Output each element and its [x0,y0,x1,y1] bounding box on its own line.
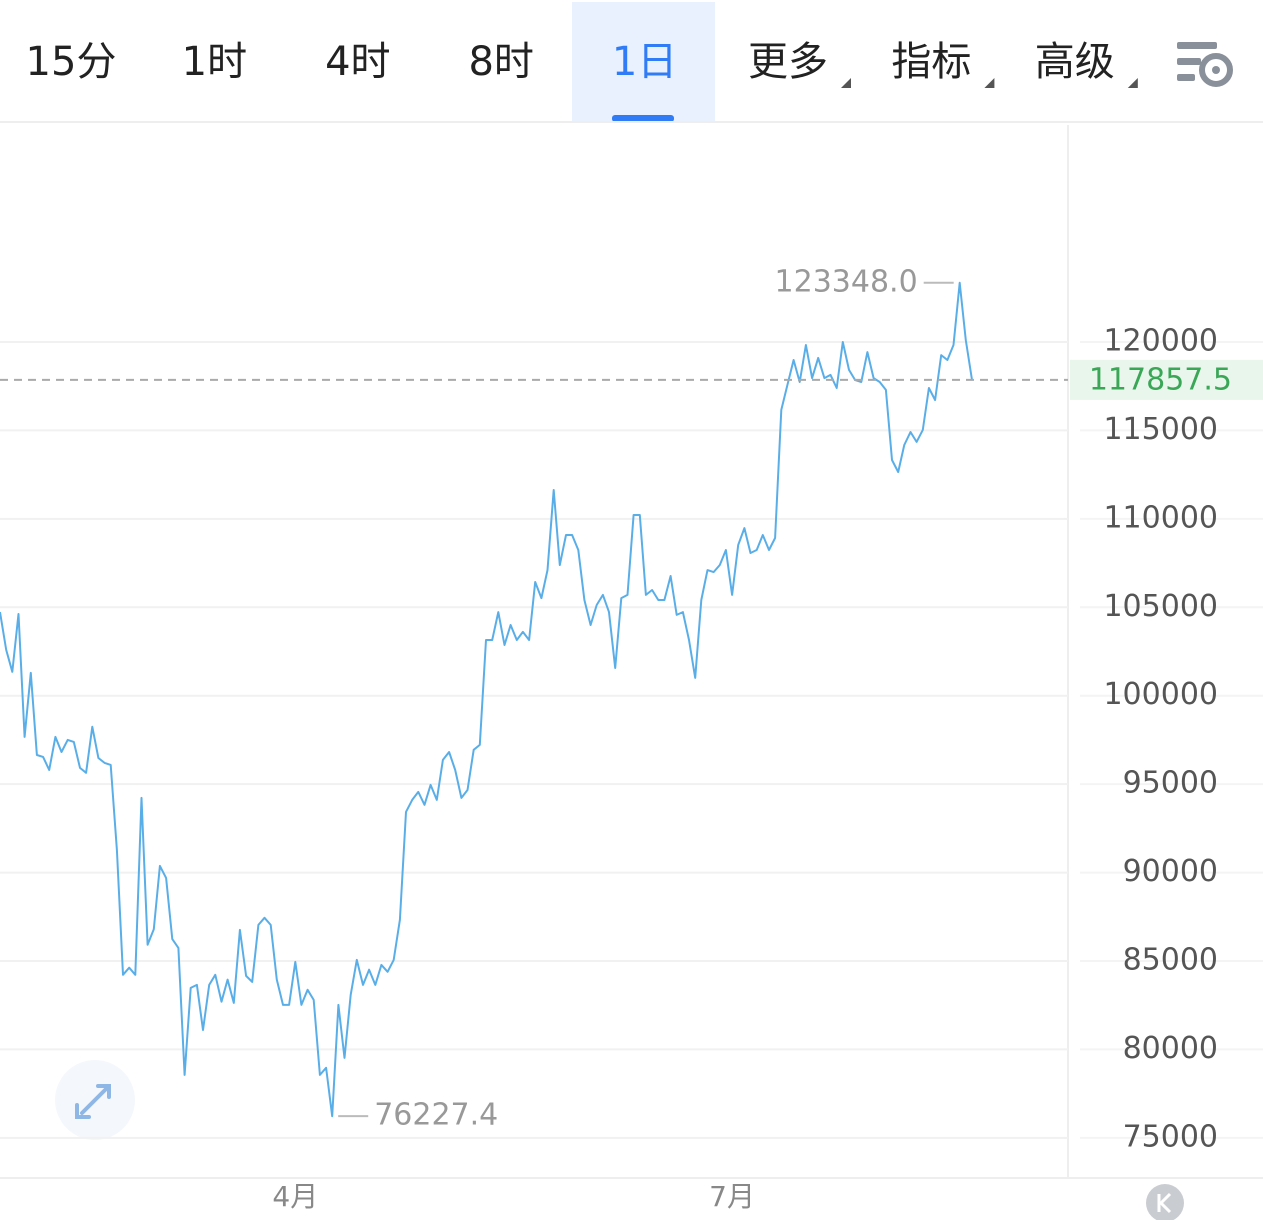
x-tick-label: 7月 [709,1180,755,1213]
tab[interactable]: 15分 [26,39,117,85]
active-tab-bg [572,2,715,122]
tab[interactable]: 8时 [468,39,533,85]
y-tick-label: 95000 [1123,766,1218,801]
tab[interactable]: 4时 [325,39,390,85]
min-label: 76227.4 [374,1098,498,1133]
y-tick-label: 100000 [1103,677,1218,712]
y-tick-label: 110000 [1103,500,1218,535]
y-tick-label: 85000 [1123,943,1218,978]
y-tick-label: 120000 [1103,324,1218,359]
y-tick-label: 80000 [1123,1031,1218,1066]
max-label: 123348.0 [775,264,918,299]
last-price-badge [1070,359,1263,400]
last-price-label: 117857.5 [1089,362,1232,397]
price-line [0,281,973,1118]
y-tick-label: 75000 [1123,1119,1218,1154]
dropdown-arrow [841,78,851,88]
x-tick-label: 4月 [272,1180,318,1213]
tab[interactable]: 1日 [612,39,677,85]
y-tick-label: 90000 [1123,854,1218,889]
y-tick-label: 105000 [1103,589,1218,624]
y-tick-label: 115000 [1103,412,1218,447]
expand-button[interactable] [55,1060,135,1140]
k-button[interactable] [1146,1184,1184,1220]
tab[interactable]: 高级 [1035,39,1115,85]
settings-icon[interactable] [1177,42,1233,87]
tab[interactable]: 1时 [182,39,247,85]
active-tab-indicator [612,115,674,122]
tab[interactable]: 指标 [891,39,971,85]
dropdown-arrow [1127,78,1138,88]
tab[interactable]: 更多 [748,39,828,85]
dropdown-arrow [984,78,995,88]
